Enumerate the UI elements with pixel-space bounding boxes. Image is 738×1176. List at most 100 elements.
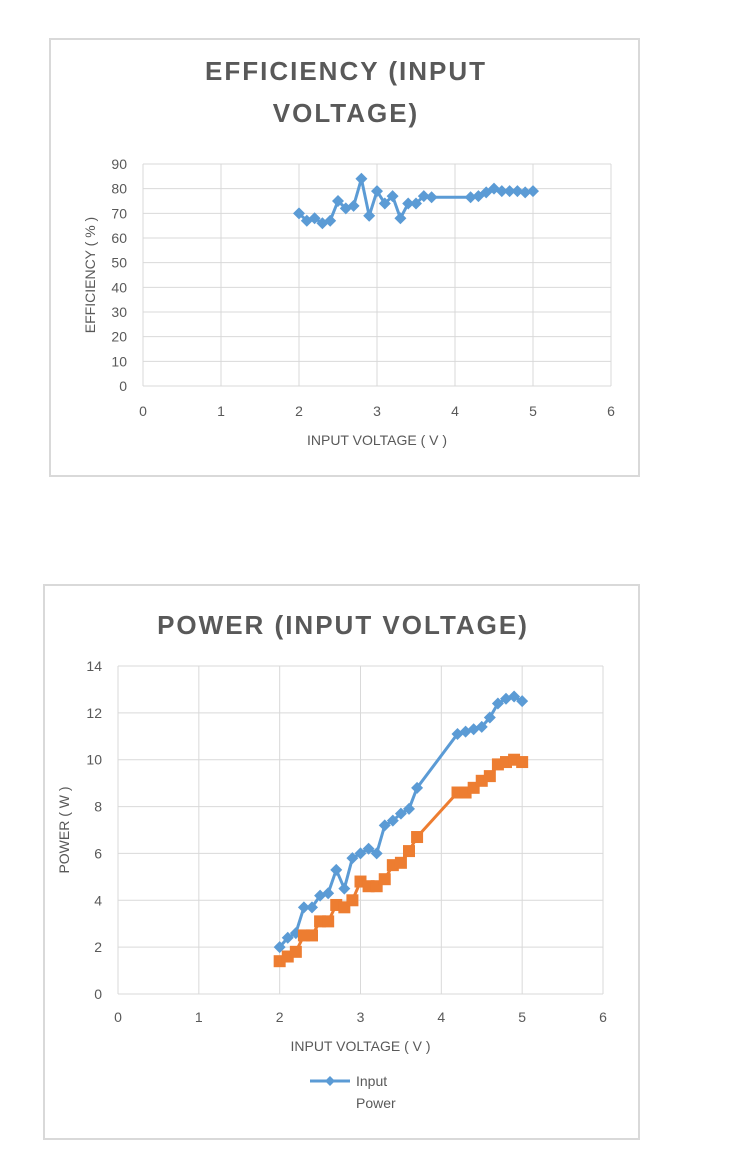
x-tick-label: 1 [217, 403, 225, 419]
x-tick-label: 2 [295, 403, 303, 419]
data-point [289, 945, 302, 958]
x-tick-label: 5 [518, 1009, 526, 1025]
x-tick-label: 6 [599, 1009, 607, 1025]
y-tick-label: 12 [86, 705, 102, 721]
data-point [464, 191, 477, 204]
data-point [508, 690, 521, 703]
data-point [516, 695, 529, 708]
data-point [378, 819, 391, 832]
chart-title: EFFICIENCY (INPUT [205, 56, 487, 86]
data-point [322, 887, 335, 900]
y-tick-label: 10 [111, 353, 127, 369]
data-point [324, 214, 337, 227]
data-point [306, 901, 318, 914]
data-point [516, 756, 529, 769]
x-tick-label: 4 [437, 1009, 445, 1025]
y-tick-label: 0 [94, 986, 102, 1002]
y-tick-label: 10 [86, 752, 102, 768]
data-point [394, 212, 407, 225]
y-tick-label: 0 [119, 378, 127, 394]
x-tick-label: 2 [276, 1009, 284, 1025]
data-point [354, 847, 367, 860]
y-tick-label: 60 [111, 230, 127, 246]
data-point [483, 711, 496, 724]
data-point [378, 197, 391, 210]
data-point [459, 725, 472, 738]
y-tick-label: 2 [94, 939, 102, 955]
data-point [273, 941, 286, 954]
chart-title: VOLTAGE) [273, 98, 419, 128]
data-point [527, 185, 539, 198]
y-tick-label: 70 [111, 205, 127, 221]
data-point [410, 197, 422, 210]
data-point [495, 185, 508, 198]
power-chart-svg: POWER (INPUT VOLTAGE)0 1 2 3 4 5 602468101214I… [56, 610, 607, 1111]
data-point [402, 197, 415, 210]
data-point [503, 185, 516, 198]
y-tick-label: 90 [111, 156, 127, 172]
legend-label: Input [356, 1073, 387, 1089]
y-tick-label: 80 [111, 181, 127, 197]
data-point [378, 873, 391, 886]
data-point [306, 929, 318, 942]
data-point [362, 842, 375, 855]
x-axis-label: INPUT VOLTAGE ( V ) [307, 432, 447, 448]
y-axis-label: EFFICIENCY ( % ) [82, 217, 98, 333]
data-point [411, 831, 424, 844]
data-point [370, 847, 383, 860]
efficiency-chart: EFFICIENCY (INPUT VOLTAGE) 0 1 2 3 4 5 6 0 10 20 30 4… [49, 38, 640, 477]
data-point [346, 852, 359, 865]
x-tick-label: 5 [529, 403, 537, 419]
y-tick-label: 4 [94, 892, 102, 908]
x-tick-label: 3 [373, 403, 381, 419]
data-point [346, 894, 359, 907]
data-point [394, 807, 407, 820]
data-point [338, 882, 351, 895]
x-axis-label: INPUT VOLTAGE ( V ) [290, 1038, 430, 1054]
x-tick-label: 4 [451, 403, 459, 419]
y-tick-label: 30 [111, 304, 127, 320]
data-point [332, 195, 344, 207]
data-point [371, 185, 383, 198]
data-point [475, 720, 488, 733]
data-point [281, 931, 294, 944]
data-point [308, 212, 321, 225]
data-point [386, 814, 399, 827]
data-point [417, 190, 430, 203]
chart-title: POWER (INPUT VOLTAGE) [157, 610, 529, 640]
data-point [386, 190, 399, 203]
x-tick-label: 0 [114, 1009, 122, 1025]
data-point [491, 697, 504, 710]
data-point [355, 172, 368, 185]
data-point [347, 199, 360, 212]
y-axis-label: POWER ( W ) [56, 786, 72, 873]
series-line-0 [278, 694, 523, 949]
data-point [519, 186, 532, 199]
data-point [314, 889, 327, 902]
x-tick-label: 0 [139, 403, 147, 419]
data-point [483, 770, 496, 783]
x-tick-label: 6 [607, 403, 615, 419]
y-tick-label: 6 [94, 845, 102, 861]
y-tick-label: 40 [111, 279, 127, 295]
data-point [411, 781, 424, 794]
y-tick-label: 50 [111, 255, 127, 271]
legend-marker [325, 1076, 335, 1086]
data-point [403, 845, 415, 858]
x-tick-label: 3 [357, 1009, 365, 1025]
data-point [403, 802, 415, 815]
y-tick-label: 20 [111, 329, 127, 345]
y-tick-label: 14 [86, 658, 102, 674]
data-point [425, 191, 438, 204]
data-point [500, 692, 512, 705]
data-point [297, 901, 310, 914]
data-point [293, 207, 305, 220]
data-point [394, 856, 407, 869]
legend-label: Power [356, 1095, 396, 1111]
data-point [363, 209, 376, 222]
power-chart: POWER (INPUT VOLTAGE) 0 1 2 3 4 5 6 0 2 4 6 8 10 12 14 I… [43, 584, 640, 1140]
data-point [330, 863, 343, 876]
data-point [511, 185, 524, 198]
y-tick-label: 8 [94, 799, 102, 815]
